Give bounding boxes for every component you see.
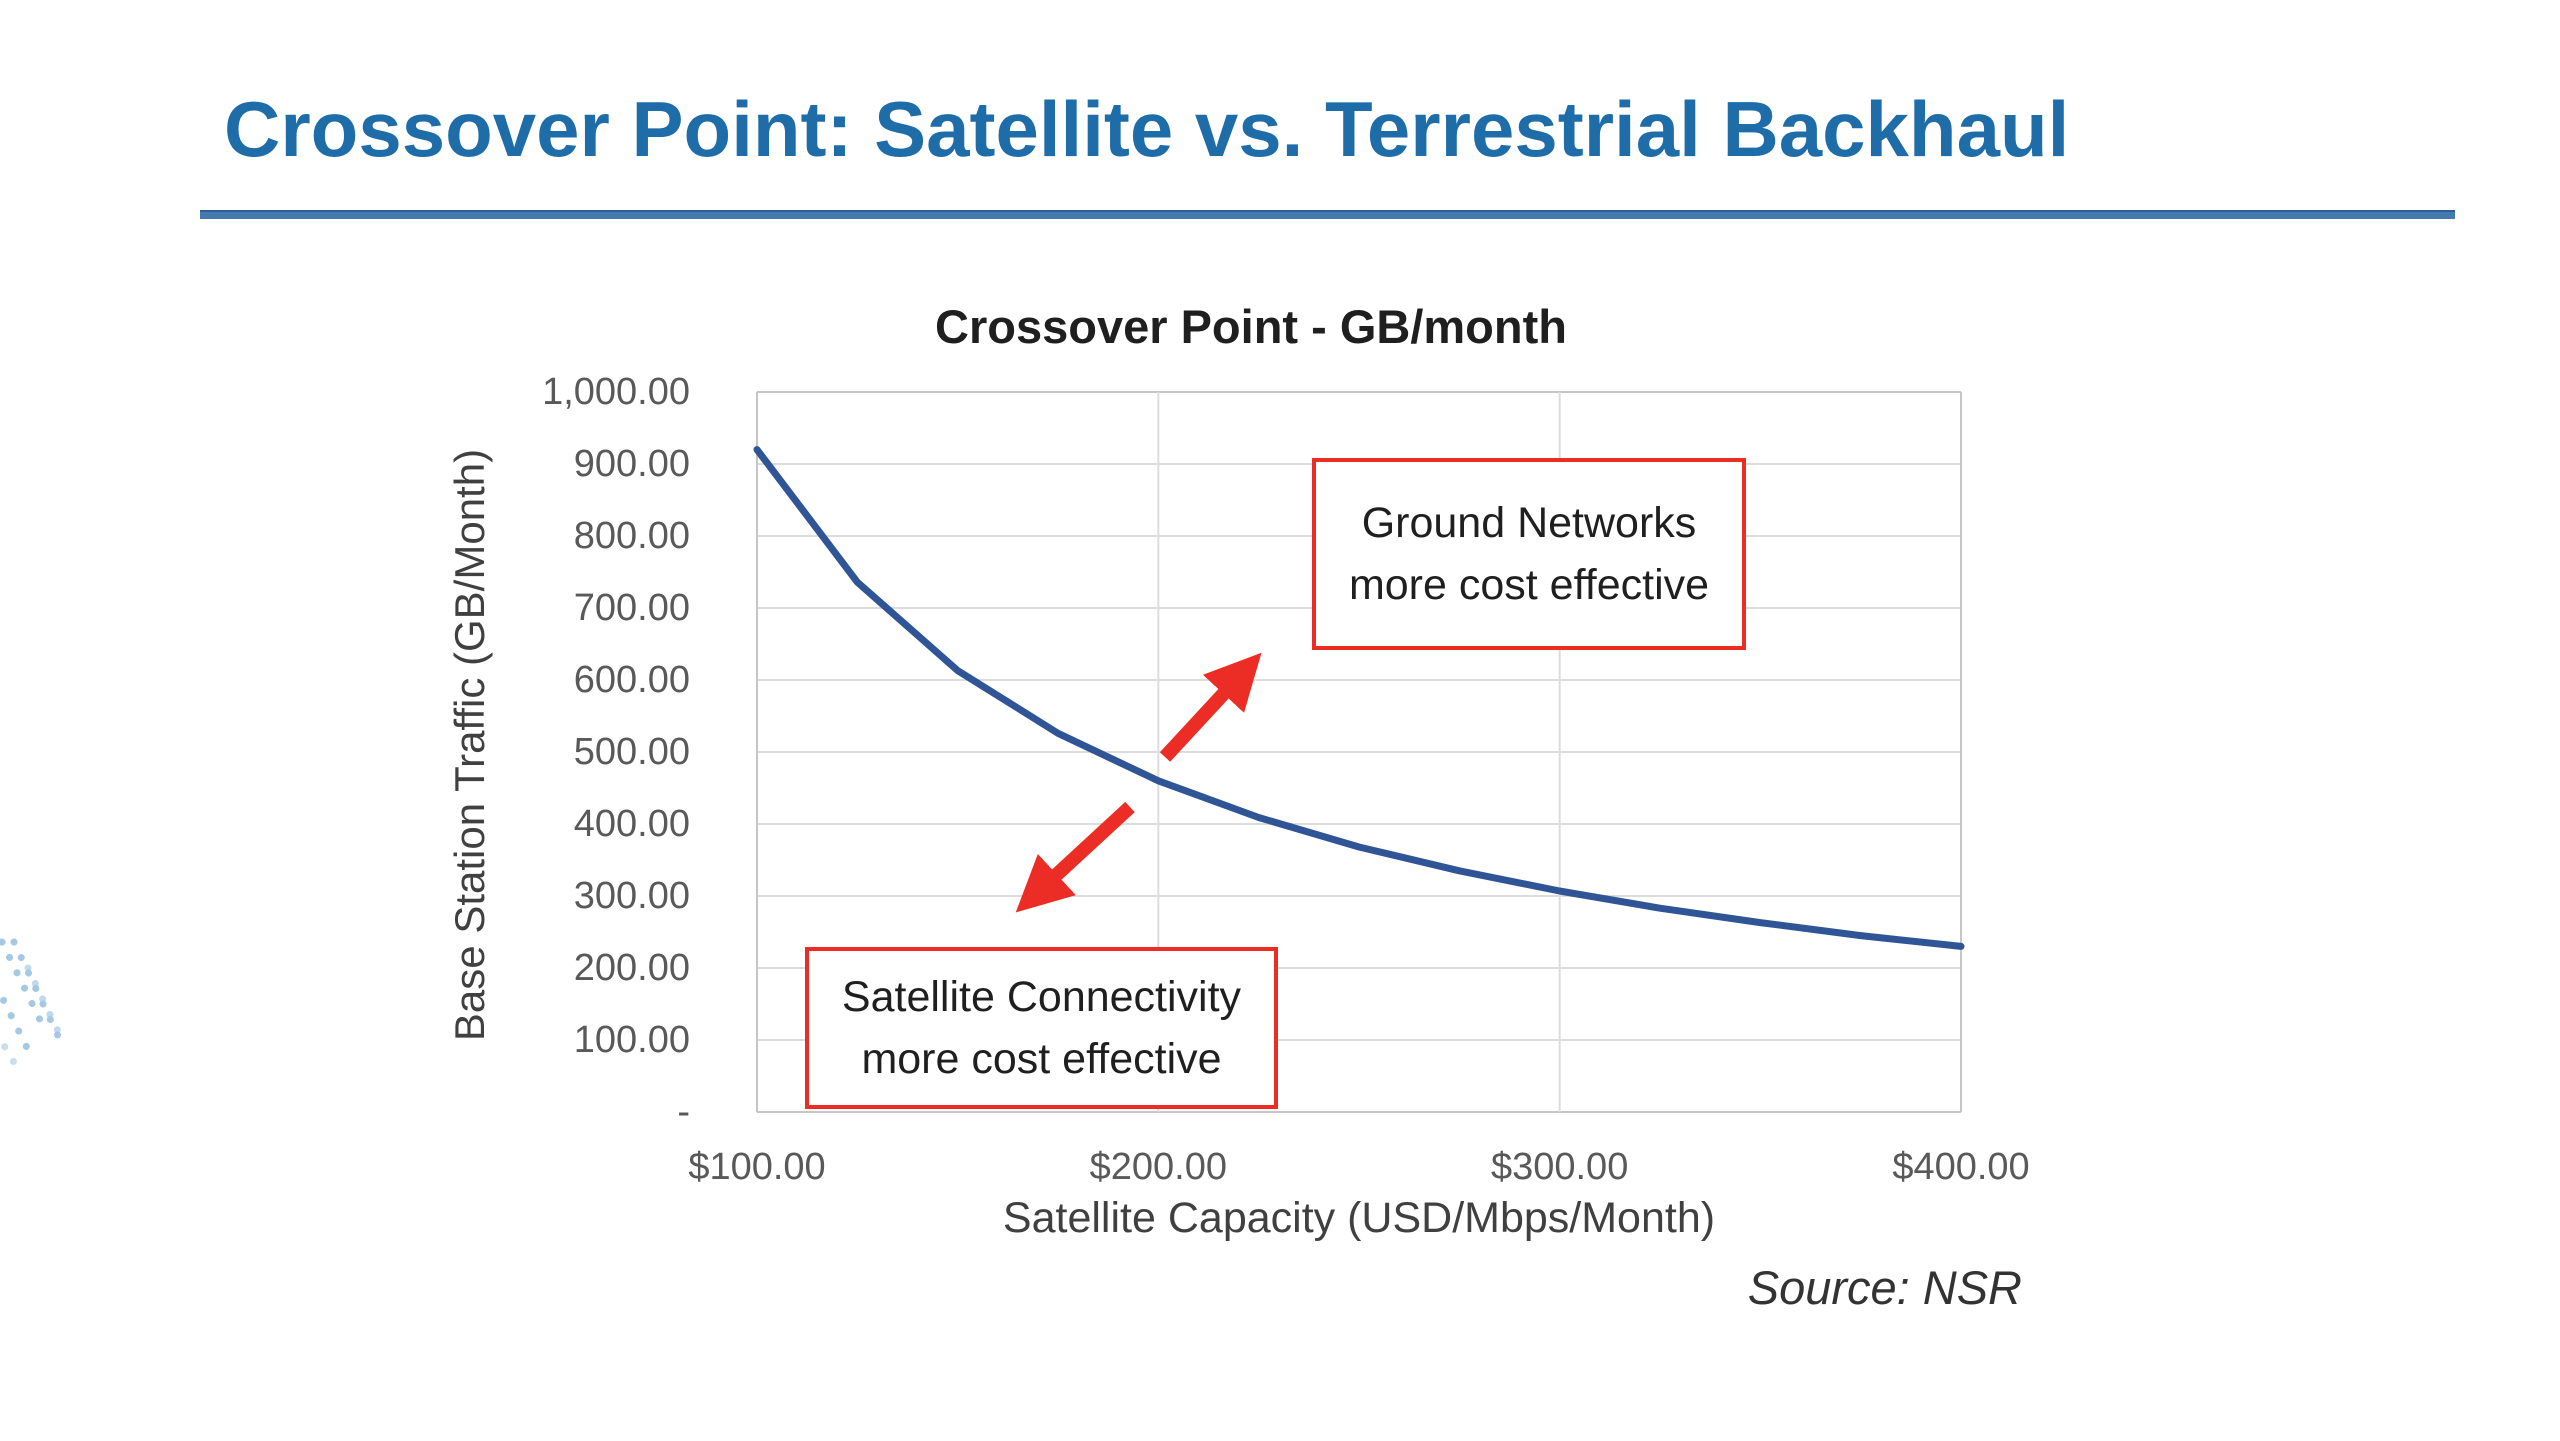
x-axis-title: Satellite Capacity (USD/Mbps/Month) xyxy=(1002,1194,1716,1242)
x-tick-label: $400.00 xyxy=(1892,1146,2030,1188)
title-underline xyxy=(200,210,2455,219)
annotation-text: Ground Networks xyxy=(1361,498,1697,547)
curve-line xyxy=(753,446,1965,950)
annotation-box-satellite-connectivity: Satellite Connectivity more cost effecti… xyxy=(805,947,1278,1109)
slide-title: Crossover Point: Satellite vs. Terrestri… xyxy=(224,85,2070,173)
y-tick-label: 600.00 xyxy=(573,659,690,701)
y-tick-label: 1,000.00 xyxy=(542,371,690,413)
y-tick-label: 100.00 xyxy=(573,1019,690,1061)
watermark-icon xyxy=(0,938,68,1080)
cost-crossover-curve xyxy=(753,446,1965,950)
chart-title: Crossover Point - GB/month xyxy=(935,300,1567,353)
y-tick-label: 500.00 xyxy=(573,731,690,773)
x-tick-label: $200.00 xyxy=(1089,1146,1228,1188)
annotation-text: Satellite Connectivity xyxy=(841,972,1242,1021)
annotation-text: more cost effective xyxy=(861,1035,1222,1083)
y-tick-label: - xyxy=(677,1091,690,1133)
y-tick-label: 400.00 xyxy=(573,803,690,845)
arrow-up-right-icon xyxy=(1159,652,1262,762)
y-tick-label: 300.00 xyxy=(573,875,690,917)
x-tick-label: $300.00 xyxy=(1490,1146,1629,1188)
y-tick-label: 200.00 xyxy=(573,947,690,989)
y-tick-label: 900.00 xyxy=(573,443,690,485)
source-note: Source: NSR xyxy=(1747,1261,2022,1314)
x-tick-label: $100.00 xyxy=(688,1146,826,1188)
y-tick-label: 700.00 xyxy=(573,587,690,629)
arrow-down-left-icon xyxy=(1015,801,1135,913)
y-tick-label: 800.00 xyxy=(573,515,690,557)
annotation-text: more cost effective xyxy=(1348,561,1710,609)
annotation-box-ground-networks: Ground Networks more cost effective xyxy=(1312,458,1746,650)
